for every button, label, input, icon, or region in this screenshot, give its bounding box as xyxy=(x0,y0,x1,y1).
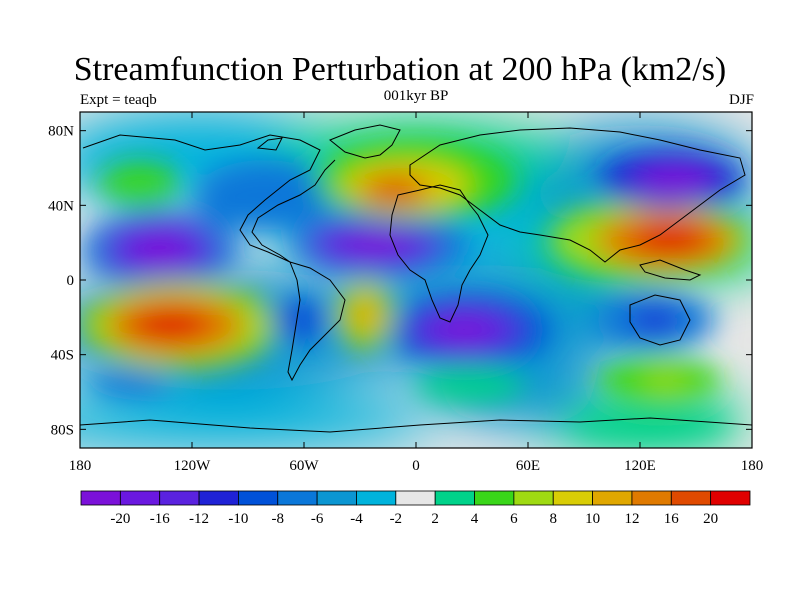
coastlines xyxy=(80,124,752,433)
colorbar-label: 16 xyxy=(664,511,680,527)
colorbar-label: -16 xyxy=(150,511,170,527)
colorbar-swatch xyxy=(277,490,318,506)
lat-tick-label: 80N xyxy=(48,124,74,140)
colorbar-swatch xyxy=(198,490,239,506)
colorbar-label: -10 xyxy=(228,511,248,527)
colorbar-label: -4 xyxy=(350,511,363,527)
colorbar-label: -2 xyxy=(390,511,403,527)
colorbar-label: -12 xyxy=(189,511,209,527)
colorbar-swatch xyxy=(316,490,357,506)
colorbar-swatch xyxy=(631,490,672,506)
colorbar-label: 8 xyxy=(549,511,557,527)
colorbar-swatch xyxy=(356,490,397,506)
colorbar-label: 4 xyxy=(471,511,479,527)
colorbar-swatch xyxy=(119,490,161,506)
lon-tick-label: 180 xyxy=(741,458,764,474)
colorbar-swatch xyxy=(710,490,751,506)
colorbar-label: -6 xyxy=(311,511,324,527)
colorbar-label: 6 xyxy=(510,511,518,527)
colorbar-swatch xyxy=(592,490,633,506)
colorbar-label: -20 xyxy=(110,511,130,527)
colorbar-swatch xyxy=(552,490,593,506)
colorbar-swatch xyxy=(434,490,475,506)
lon-tick-label: 120W xyxy=(174,458,212,474)
experiment-label: Expt = teaqb xyxy=(80,92,157,108)
lon-tick-label: 60W xyxy=(289,458,319,474)
contour-field xyxy=(80,112,752,448)
colorbar-swatch xyxy=(159,490,200,506)
lat-tick-label: 40N xyxy=(48,198,74,214)
colorbar-swatch xyxy=(513,490,554,506)
colorbar-swatch xyxy=(474,490,515,506)
colorbar: -20 -16 -12 -10 -8 -6 -4 -2 2 4 6 8 10 12 16 20 xyxy=(80,490,751,527)
colorbar-label: -8 xyxy=(272,511,285,527)
lon-tick-label: 120E xyxy=(624,458,656,474)
colorbar-label: 2 xyxy=(431,511,439,527)
period-label: 001kyr BP xyxy=(383,88,449,104)
chart-title: Streamfunction Perturbation at 200 hPa (… xyxy=(73,51,727,88)
lon-tick-label: 180 xyxy=(69,458,92,474)
colorbar-swatch xyxy=(80,490,121,506)
colorbar-label: 20 xyxy=(703,511,718,527)
lon-tick-label: 0 xyxy=(412,458,420,474)
lat-tick-label: 40S xyxy=(51,348,74,364)
lon-tick-label: 60E xyxy=(516,458,540,474)
axis-ticks: 80N 40N 0 40S 80S 180 120W 60W 0 60E 120E 180 xyxy=(48,112,763,474)
lat-tick-label: 0 xyxy=(67,273,75,289)
colorbar-swatch xyxy=(238,490,279,506)
lat-tick-label: 80S xyxy=(51,422,74,438)
colorbar-label: 12 xyxy=(624,511,639,527)
season-label: DJF xyxy=(728,92,754,108)
colorbar-swatch xyxy=(395,490,436,506)
colorbar-swatch xyxy=(670,490,712,506)
colorbar-label: 10 xyxy=(585,511,600,527)
